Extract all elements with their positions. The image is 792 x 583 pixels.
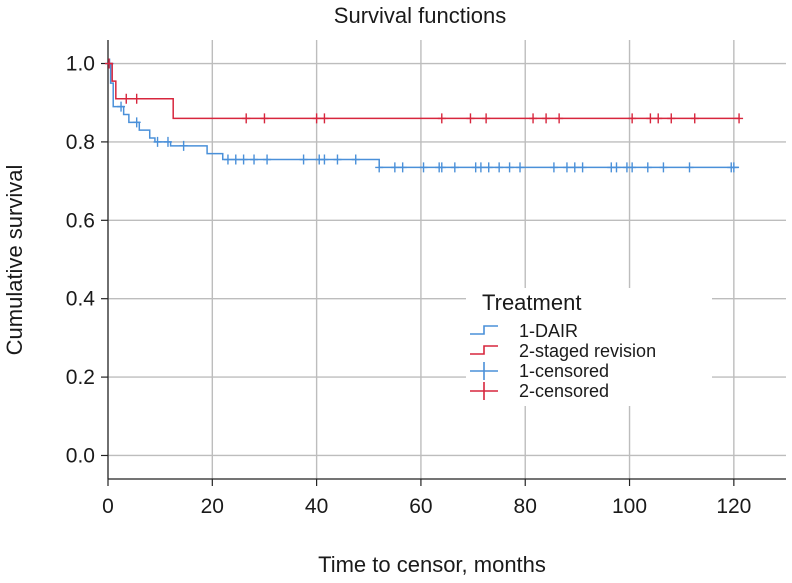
censored-mark-2-staged-revision bbox=[312, 113, 321, 124]
censored-mark-2-staged-revision bbox=[628, 113, 637, 124]
censored-mark-2-staged-revision bbox=[260, 113, 269, 124]
legend-swatch-2-censored bbox=[470, 382, 498, 400]
censored-mark-2-staged-revision bbox=[132, 93, 141, 104]
censored-mark-1-dair bbox=[419, 162, 428, 173]
censored-mark-2-staged-revision bbox=[542, 113, 551, 124]
censored-mark-1-dair bbox=[450, 162, 459, 173]
x-tick-label: 60 bbox=[409, 495, 432, 518]
censored-mark-1-dair bbox=[250, 154, 259, 165]
censored-mark-1-dair bbox=[117, 101, 126, 112]
censored-mark-2-staged-revision bbox=[555, 113, 564, 124]
censored-mark-1-dair bbox=[153, 136, 162, 147]
censored-mark-2-staged-revision bbox=[654, 113, 663, 124]
censored-mark-2-staged-revision bbox=[646, 113, 655, 124]
legend-swatch-2-staged-revision bbox=[470, 345, 498, 355]
censored-mark-1-dair bbox=[398, 162, 407, 173]
legend-swatch-1-censored bbox=[470, 362, 498, 380]
censored-mark-1-dair bbox=[612, 162, 621, 173]
censored-mark-1-dair bbox=[729, 162, 738, 173]
censored-mark-1-dair bbox=[643, 162, 652, 173]
legend-background bbox=[466, 288, 712, 406]
censored-mark-2-staged-revision bbox=[667, 113, 676, 124]
censored-mark-1-dair bbox=[132, 117, 141, 128]
censored-mark-1-dair bbox=[437, 162, 446, 173]
censored-mark-1-dair bbox=[351, 154, 360, 165]
censored-mark-1-dair bbox=[320, 154, 329, 165]
survival-curve-1-dair bbox=[108, 62, 740, 169]
censored-mark-1-dair bbox=[484, 162, 493, 173]
x-axis-label: Time to censor, months bbox=[318, 552, 546, 577]
censored-mark-2-staged-revision bbox=[482, 113, 491, 124]
censored-mark-1-dair bbox=[549, 162, 558, 173]
legend-label-1-censored: 1-censored bbox=[519, 361, 609, 381]
x-tick-label: 100 bbox=[612, 495, 647, 518]
survival-curve-2-staged-revision bbox=[108, 62, 740, 120]
legend-label-1-dair: 1-DAIR bbox=[519, 321, 578, 341]
censored-mark-1-dair bbox=[570, 162, 579, 173]
chart-title: Survival functions bbox=[334, 3, 506, 28]
y-tick-label: 0.2 bbox=[66, 366, 95, 389]
axes bbox=[107, 40, 786, 480]
censored-mark-1-dair bbox=[390, 162, 399, 173]
censored-mark-1-dair bbox=[231, 154, 240, 165]
censored-mark-1-dair bbox=[179, 140, 188, 151]
y-axis-label: Cumulative survival bbox=[2, 165, 27, 356]
x-tick-label: 20 bbox=[201, 495, 224, 518]
censored-mark-2-staged-revision bbox=[320, 113, 329, 124]
censored-mark-1-dair bbox=[223, 154, 232, 165]
series-layer bbox=[105, 58, 744, 173]
censored-mark-2-staged-revision bbox=[437, 113, 446, 124]
censored-mark-1-dair bbox=[476, 162, 485, 173]
censored-mark-1-dair bbox=[628, 162, 637, 173]
censored-mark-1-dair bbox=[516, 162, 525, 173]
censored-mark-2-staged-revision bbox=[529, 113, 538, 124]
y-tick-label: 0.4 bbox=[66, 288, 96, 311]
censored-mark-1-dair bbox=[659, 162, 668, 173]
censored-mark-1-dair bbox=[578, 162, 587, 173]
censored-mark-2-staged-revision bbox=[105, 58, 114, 69]
y-ticks: 0.0 0.2 0.4 0.6 0.8 1.0 bbox=[66, 53, 108, 467]
y-tick-label: 1.0 bbox=[66, 53, 95, 76]
x-tick-label: 40 bbox=[305, 495, 328, 518]
censored-mark-1-dair bbox=[685, 162, 694, 173]
censored-mark-2-staged-revision bbox=[242, 113, 251, 124]
censored-mark-1-dair bbox=[375, 162, 384, 173]
censored-mark-1-dair bbox=[263, 154, 272, 165]
legend-label-2-censored: 2-censored bbox=[519, 381, 609, 401]
censored-mark-2-staged-revision bbox=[735, 113, 744, 124]
x-tick-label: 0 bbox=[102, 495, 114, 518]
censored-mark-2-staged-revision bbox=[122, 93, 131, 104]
censored-mark-1-dair bbox=[562, 162, 571, 173]
censored-mark-1-dair bbox=[299, 154, 308, 165]
censored-mark-2-staged-revision bbox=[466, 113, 475, 124]
censored-mark-1-dair bbox=[163, 136, 172, 147]
legend-title: Treatment bbox=[482, 290, 581, 315]
censored-mark-1-dair bbox=[239, 154, 248, 165]
censored-mark-1-dair bbox=[505, 162, 514, 173]
y-tick-label: 0.6 bbox=[66, 209, 95, 232]
censored-mark-1-dair bbox=[333, 154, 342, 165]
x-tick-label: 80 bbox=[514, 495, 537, 518]
censored-mark-1-dair bbox=[495, 162, 504, 173]
y-tick-label: 0.0 bbox=[66, 444, 95, 467]
legend-label-2-staged-revision: 2-staged revision bbox=[519, 341, 656, 361]
x-ticks: 0 20 40 60 80 100 120 bbox=[102, 479, 751, 518]
censored-mark-2-staged-revision bbox=[690, 113, 699, 124]
x-tick-label: 120 bbox=[716, 495, 751, 518]
legend-swatch-1-dair bbox=[470, 325, 498, 335]
y-tick-label: 0.8 bbox=[66, 131, 95, 154]
